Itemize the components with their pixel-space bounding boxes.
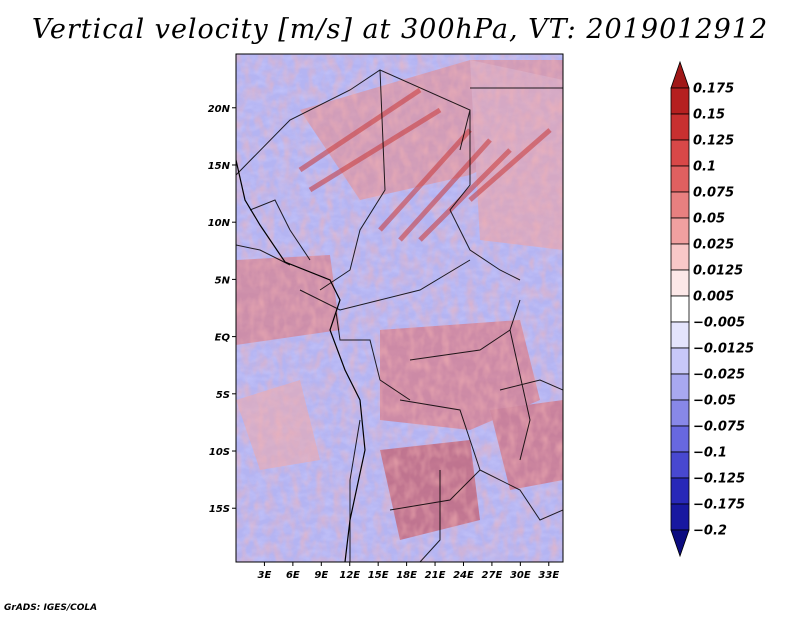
colorbar-label: −0.005 xyxy=(693,316,745,331)
colorbar-label: 0.005 xyxy=(693,290,734,305)
lat-tick-label: 5S xyxy=(216,390,230,401)
lon-tick-label: 9E xyxy=(314,570,328,581)
colorbar-segment xyxy=(670,191,690,219)
colorbar-label: 0.125 xyxy=(693,134,734,149)
lon-tick-label: 6E xyxy=(286,570,300,581)
lon-tick-label: 18E xyxy=(396,570,417,581)
colorbar-segment xyxy=(670,87,690,115)
lat-tick-label: 15S xyxy=(209,504,230,515)
colorbar-segment xyxy=(670,425,690,453)
colorbar-segment xyxy=(670,295,690,323)
lon-tick-label: 24E xyxy=(453,570,474,581)
colorbar-label: −0.0125 xyxy=(693,342,754,357)
footer-credit: GrADS: IGES/COLA xyxy=(4,603,98,613)
colorbar-segment xyxy=(670,243,690,271)
colorbar-segment xyxy=(670,373,690,401)
lon-tick-label: 27E xyxy=(482,570,503,581)
lon-tick-label: 30E xyxy=(510,570,531,581)
colorbar-label: −0.1 xyxy=(693,446,727,461)
colorbar-segment xyxy=(670,165,690,193)
colorbar-segment xyxy=(670,451,690,479)
colorbar-label: 0.05 xyxy=(693,212,725,227)
map-title: Vertical velocity [m/s] at 300hPa, VT: 2… xyxy=(31,14,769,45)
colorbar: 0.175 0.15 0.125 0.1 0.075 0.05 0.025 0.0125 0.0… xyxy=(670,60,754,558)
colorbar-label: 0.15 xyxy=(693,108,725,123)
lat-tick-label: 20N xyxy=(208,104,231,115)
colorbar-label: 0.0125 xyxy=(693,264,743,279)
colorbar-label: −0.2 xyxy=(693,524,727,539)
lon-tick-label: 3E xyxy=(258,570,272,581)
colorbar-label: −0.075 xyxy=(693,420,745,435)
map-frame xyxy=(235,53,564,563)
colorbar-segment xyxy=(670,60,690,89)
lon-tick-label: 33E xyxy=(538,570,559,581)
lat-tick-label: 10S xyxy=(209,447,230,458)
colorbar-segment xyxy=(670,347,690,375)
colorbar-segment xyxy=(670,529,690,558)
colorbar-label: 0.075 xyxy=(693,186,734,201)
colorbar-label: 0.1 xyxy=(693,160,716,175)
colorbar-label: −0.025 xyxy=(693,368,745,383)
colorbar-label: 0.175 xyxy=(693,82,734,97)
colorbar-segment xyxy=(670,321,690,349)
colorbar-segment xyxy=(670,113,690,141)
colorbar-label: −0.175 xyxy=(693,498,745,513)
lat-tick-label: 15N xyxy=(208,161,231,172)
colorbar-segment xyxy=(670,477,690,505)
vertical-velocity-field xyxy=(236,54,563,562)
lat-tick-label: EQ xyxy=(215,333,231,344)
colorbar-segment xyxy=(670,269,690,297)
lon-tick-label: 15E xyxy=(368,570,389,581)
lon-tick-label: 21E xyxy=(425,570,446,581)
colorbar-segment xyxy=(670,503,690,531)
latitude-axis: 20N 15N 10N 5N EQ 5S 10S 15S xyxy=(208,104,236,515)
colorbar-label: −0.125 xyxy=(693,472,745,487)
colorbar-segment xyxy=(670,139,690,167)
lon-tick-label: 12E xyxy=(339,570,360,581)
colorbar-segment xyxy=(670,399,690,427)
colorbar-segment xyxy=(670,217,690,245)
colorbar-label: 0.025 xyxy=(693,238,734,253)
lat-tick-label: 5N xyxy=(215,275,231,286)
lat-tick-label: 10N xyxy=(208,218,231,229)
longitude-axis: 3E 6E 9E 12E 15E 18E 21E 24E 27E 30E 33E xyxy=(258,562,559,581)
colorbar-label: −0.05 xyxy=(693,394,736,409)
